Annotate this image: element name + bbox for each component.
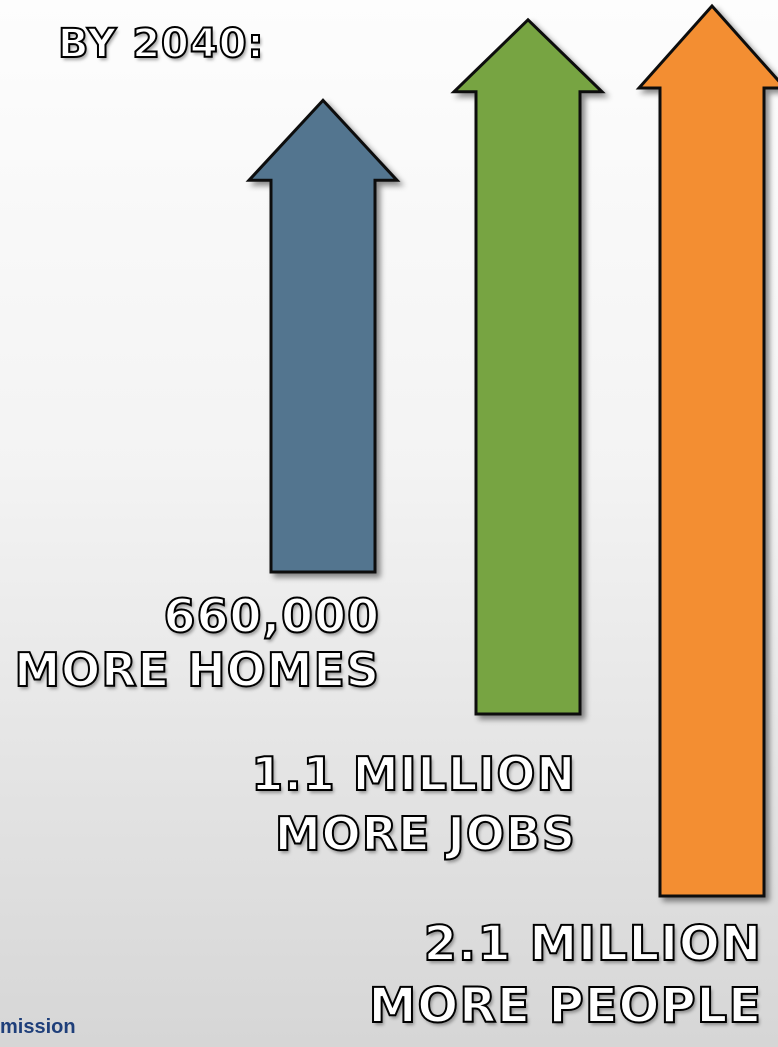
headline: BY 2040: (57, 21, 265, 67)
footer-logo-text: mission (0, 1016, 76, 1038)
jobs-caption: MORE JOBS (274, 807, 576, 861)
jobs-value: 1.1 MILLION (250, 747, 576, 801)
jobs-label: 1.1 MILLION MORE JOBS (250, 747, 576, 871)
jobs-up-arrow-icon (450, 17, 606, 716)
people-caption: MORE PEOPLE (368, 978, 762, 1034)
people-label: 2.1 MILLION MORE PEOPLE (368, 916, 762, 1044)
homes-value: 660,000 (162, 589, 380, 643)
homes-label: 660,000 MORE HOMES (13, 589, 380, 701)
people-value: 2.1 MILLION (423, 916, 762, 972)
people-up-arrow-icon (635, 3, 778, 898)
homes-up-arrow-icon (245, 98, 401, 574)
homes-caption: MORE HOMES (13, 643, 380, 697)
